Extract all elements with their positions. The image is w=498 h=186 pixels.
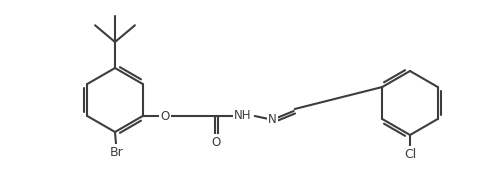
Text: N: N xyxy=(268,113,277,126)
Text: Cl: Cl xyxy=(404,147,416,161)
Text: NH: NH xyxy=(234,108,251,121)
Text: O: O xyxy=(160,110,169,123)
Text: O: O xyxy=(212,135,221,148)
Text: Br: Br xyxy=(110,145,124,158)
